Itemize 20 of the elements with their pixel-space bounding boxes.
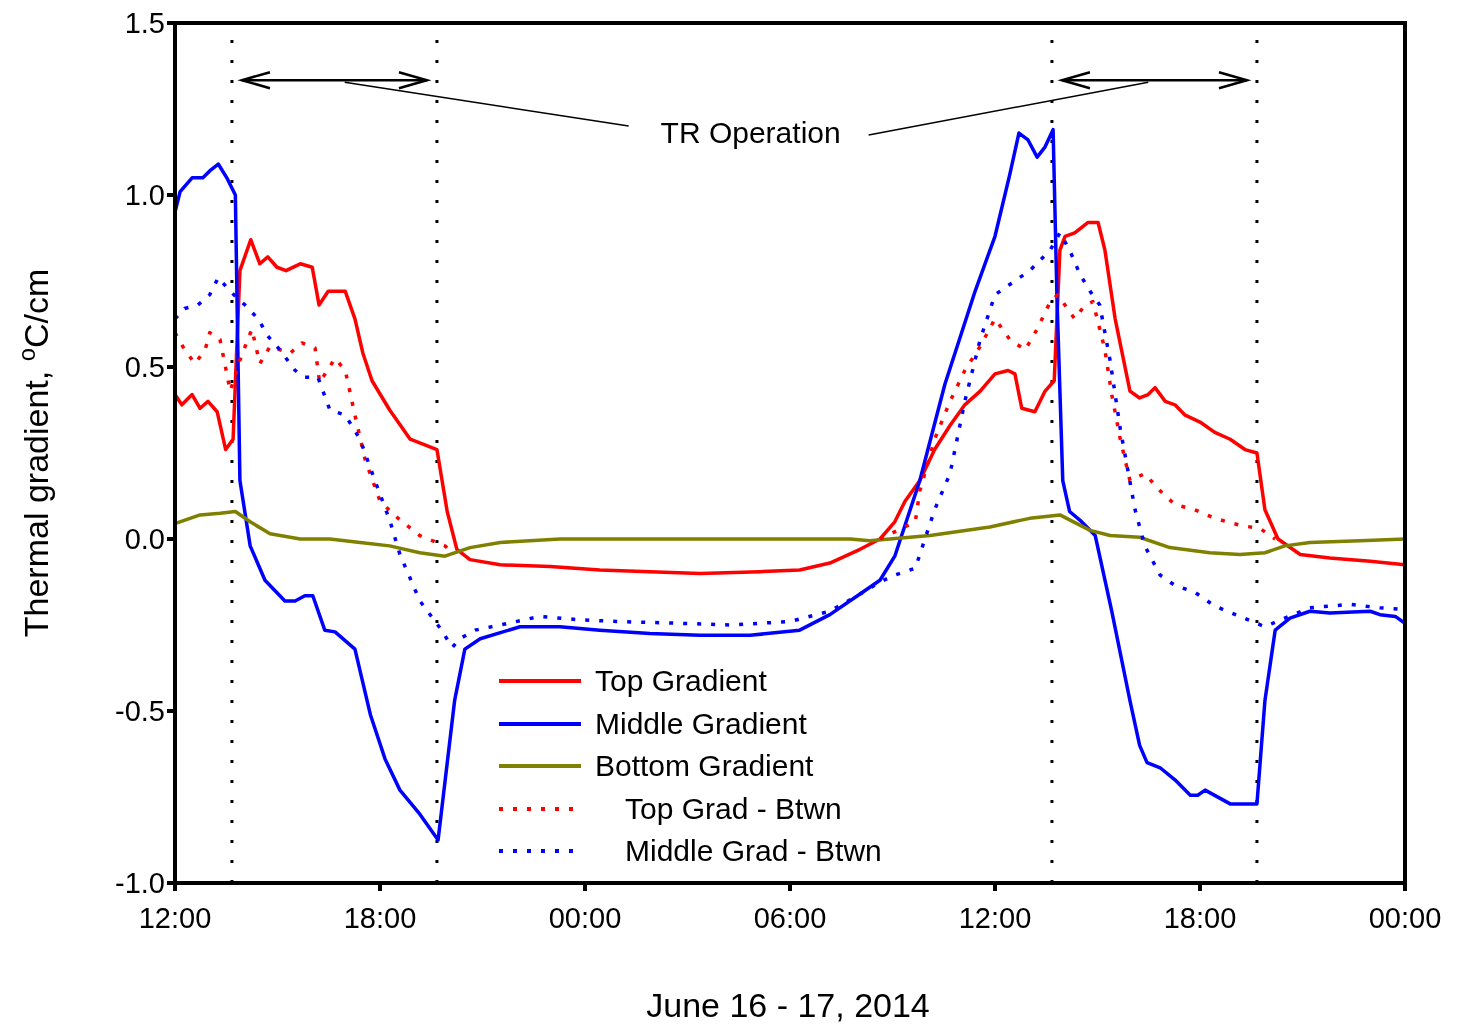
x-tick-label: 18:00 xyxy=(343,901,417,934)
x-tick-label: 12:00 xyxy=(138,901,212,934)
y-tick-label: 0.5 xyxy=(124,351,165,384)
x-tick-label: 18:00 xyxy=(1163,901,1237,934)
annotation: TR Operation xyxy=(660,116,841,150)
x-tick-label: 06:00 xyxy=(753,901,827,934)
y-tick-label: -1.0 xyxy=(115,867,165,900)
legend-label: Top Grad - Btwn xyxy=(625,790,842,827)
legend-label: Bottom Gradient xyxy=(595,748,814,784)
y-tick-label: 1.5 xyxy=(124,7,165,40)
x-tick-label: 00:00 xyxy=(548,901,622,934)
legend-label: Middle Grad - Btwn xyxy=(625,833,882,869)
x-axis-title: June 16 - 17, 2014 xyxy=(646,986,930,1024)
x-tick-label: 00:00 xyxy=(1368,901,1442,934)
y-tick-label: -0.5 xyxy=(115,695,165,728)
legend-label: Top Gradient xyxy=(595,663,767,699)
y-tick-label: 0.0 xyxy=(124,523,165,556)
y-tick-label: 1.0 xyxy=(124,179,165,212)
legend-label: Middle Gradient xyxy=(595,705,807,742)
x-tick-label: 12:00 xyxy=(958,901,1032,934)
